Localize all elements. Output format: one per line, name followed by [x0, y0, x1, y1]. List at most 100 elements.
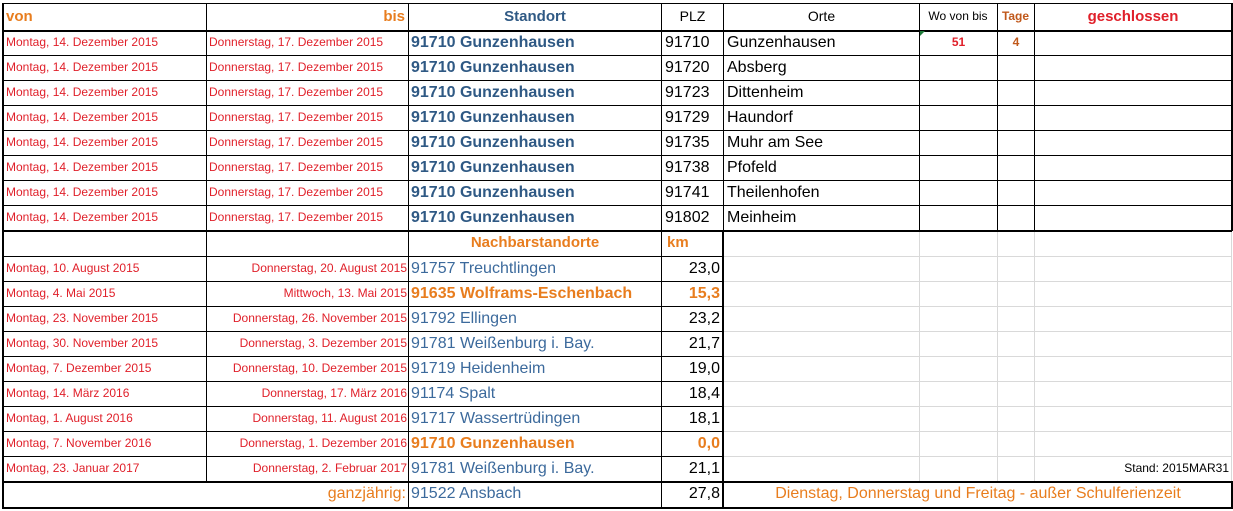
neighbor-von[interactable]: Montag, 30. November 2015 [6, 336, 159, 350]
cell-wo-von-bis[interactable] [919, 80, 997, 105]
neighbor-bis[interactable]: Donnerstag, 1. Dezember 2016 [239, 436, 407, 450]
neighbor-standort[interactable]: 91719 Heidenheim [411, 360, 546, 377]
cell-bis[interactable]: Donnerstag, 17. Dezember 2015 [209, 35, 384, 49]
footer-standort[interactable]: 91522 Ansbach [411, 485, 522, 502]
cell-tage[interactable] [997, 80, 1034, 105]
neighbor-von[interactable]: Montag, 4. Mai 2015 [6, 286, 116, 300]
cell-wo-von-bis[interactable]: 51 [951, 35, 966, 49]
neighbor-standort[interactable]: 91174 Spalt [411, 385, 496, 402]
neighbor-km[interactable]: 15,3 [688, 285, 720, 302]
cell-ort[interactable]: Absberg [727, 59, 787, 76]
cell-geschlossen[interactable] [1034, 30, 1231, 55]
cell-bis[interactable]: Donnerstag, 17. Dezember 2015 [209, 160, 384, 174]
cell-plz[interactable]: 91720 [665, 59, 710, 76]
neighbor-standort[interactable]: 91635 Wolframs-Eschenbach [411, 285, 633, 302]
neighbor-standort[interactable]: 91717 Wassertrüdingen [411, 410, 581, 427]
cell-geschlossen[interactable] [1034, 180, 1231, 205]
cell-plz[interactable]: 91729 [665, 109, 710, 126]
cell-ort[interactable]: Pfofeld [727, 159, 777, 176]
stand-label[interactable]: Stand: 2015MAR31 [1124, 461, 1229, 475]
cell-geschlossen[interactable] [1034, 155, 1231, 180]
neighbor-km[interactable]: 18,1 [688, 410, 720, 427]
neighbor-km[interactable]: 21,7 [688, 335, 720, 352]
cell-ort[interactable]: Dittenheim [727, 84, 804, 101]
neighbor-bis[interactable]: Mittwoch, 13. Mai 2015 [283, 286, 407, 300]
cell-von[interactable]: Montag, 14. Dezember 2015 [6, 60, 159, 74]
cell-von[interactable]: Montag, 14. Dezember 2015 [6, 110, 159, 124]
cell-ort[interactable]: Gunzenhausen [727, 34, 836, 51]
header-orte[interactable]: Orte [807, 8, 836, 24]
cell-standort[interactable]: 91710 Gunzenhausen [411, 109, 575, 126]
neighbor-km[interactable]: 19,0 [688, 360, 720, 377]
neighbor-von[interactable]: Montag, 7. Dezember 2015 [6, 361, 152, 375]
cell-wo-von-bis[interactable] [919, 55, 997, 80]
header-geschlossen[interactable]: geschlossen [1087, 8, 1179, 25]
neighbor-bis[interactable]: Donnerstag, 3. Dezember 2015 [239, 336, 407, 350]
cell-geschlossen[interactable] [1034, 105, 1231, 130]
cell-von[interactable]: Montag, 14. Dezember 2015 [6, 135, 159, 149]
cell-tage[interactable] [997, 55, 1034, 80]
cell-standort[interactable]: 91710 Gunzenhausen [411, 184, 575, 201]
header-standort[interactable]: Standort [504, 8, 566, 25]
cell-standort[interactable]: 91710 Gunzenhausen [411, 59, 575, 76]
neighbor-standort[interactable]: 91757 Treuchtlingen [411, 260, 556, 277]
cell-ort[interactable]: Haundorf [727, 109, 793, 126]
neighbor-bis[interactable]: Donnerstag, 11. August 2016 [252, 411, 407, 425]
cell-bis[interactable]: Donnerstag, 17. Dezember 2015 [209, 60, 384, 74]
cell-plz[interactable]: 91723 [665, 84, 710, 101]
neighbor-km[interactable]: 23,2 [688, 310, 720, 327]
header-nachbarstandorte[interactable]: Nachbarstandorte [470, 234, 600, 251]
neighbor-km[interactable]: 18,4 [688, 385, 720, 402]
cell-geschlossen[interactable] [1034, 130, 1231, 155]
neighbor-bis[interactable]: Donnerstag, 2. Februar 2017 [252, 461, 407, 475]
neighbor-von[interactable]: Montag, 23. Januar 2017 [6, 461, 140, 475]
cell-wo-von-bis[interactable] [919, 155, 997, 180]
cell-ort[interactable]: Meinheim [727, 209, 797, 226]
cell-bis[interactable]: Donnerstag, 17. Dezember 2015 [209, 110, 384, 124]
cell-standort[interactable]: 91710 Gunzenhausen [411, 134, 575, 151]
cell-von[interactable]: Montag, 14. Dezember 2015 [6, 160, 159, 174]
cell-von[interactable]: Montag, 14. Dezember 2015 [6, 35, 159, 49]
cell-plz[interactable]: 91741 [665, 184, 710, 201]
cell-geschlossen[interactable] [1034, 80, 1231, 105]
cell-bis[interactable]: Donnerstag, 17. Dezember 2015 [209, 85, 384, 99]
neighbor-km[interactable]: 23,0 [688, 260, 720, 277]
cell-ort[interactable]: Theilenhofen [727, 184, 820, 201]
neighbor-von[interactable]: Montag, 23. November 2015 [6, 311, 159, 325]
cell-bis[interactable]: Donnerstag, 17. Dezember 2015 [209, 185, 384, 199]
cell-bis[interactable]: Donnerstag, 17. Dezember 2015 [209, 210, 384, 224]
header-bis[interactable]: bis [383, 8, 405, 25]
neighbor-bis[interactable]: Donnerstag, 26. November 2015 [232, 311, 407, 325]
cell-tage[interactable] [997, 205, 1034, 230]
cell-geschlossen[interactable] [1034, 55, 1231, 80]
cell-plz[interactable]: 91802 [665, 209, 710, 226]
neighbor-von[interactable]: Montag, 1. August 2016 [6, 411, 133, 425]
neighbor-standort[interactable]: 91792 Ellingen [411, 310, 517, 327]
cell-plz[interactable]: 91710 [665, 34, 710, 51]
neighbor-km[interactable]: 21,1 [688, 460, 720, 477]
cell-ort[interactable]: Muhr am See [727, 134, 824, 151]
cell-tage[interactable]: 4 [1012, 35, 1020, 49]
cell-bis[interactable]: Donnerstag, 17. Dezember 2015 [209, 135, 384, 149]
neighbor-von[interactable]: Montag, 7. November 2016 [6, 436, 152, 450]
cell-von[interactable]: Montag, 14. Dezember 2015 [6, 85, 159, 99]
header-tage[interactable]: Tage [1001, 9, 1030, 23]
footer-label[interactable]: ganzjährig: [327, 485, 406, 502]
cell-von[interactable]: Montag, 14. Dezember 2015 [6, 210, 159, 224]
header-km[interactable]: km [667, 234, 689, 251]
cell-standort[interactable]: 91710 Gunzenhausen [411, 34, 575, 51]
header-plz[interactable]: PLZ [679, 8, 706, 24]
header-von[interactable]: von [6, 8, 33, 25]
neighbor-standort[interactable]: 91781 Weißenburg i. Bay. [411, 335, 595, 352]
cell-plz[interactable]: 91738 [665, 159, 710, 176]
cell-standort[interactable]: 91710 Gunzenhausen [411, 159, 575, 176]
cell-wo-von-bis[interactable] [919, 105, 997, 130]
neighbor-von[interactable]: Montag, 14. März 2016 [6, 386, 130, 400]
neighbor-bis[interactable]: Donnerstag, 20. August 2015 [251, 261, 407, 275]
footer-km[interactable]: 27,8 [688, 485, 720, 502]
cell-geschlossen[interactable] [1034, 205, 1231, 230]
cell-standort[interactable]: 91710 Gunzenhausen [411, 84, 575, 101]
cell-wo-von-bis[interactable] [919, 205, 997, 230]
neighbor-km[interactable]: 0,0 [697, 435, 720, 452]
cell-von[interactable]: Montag, 14. Dezember 2015 [6, 185, 159, 199]
